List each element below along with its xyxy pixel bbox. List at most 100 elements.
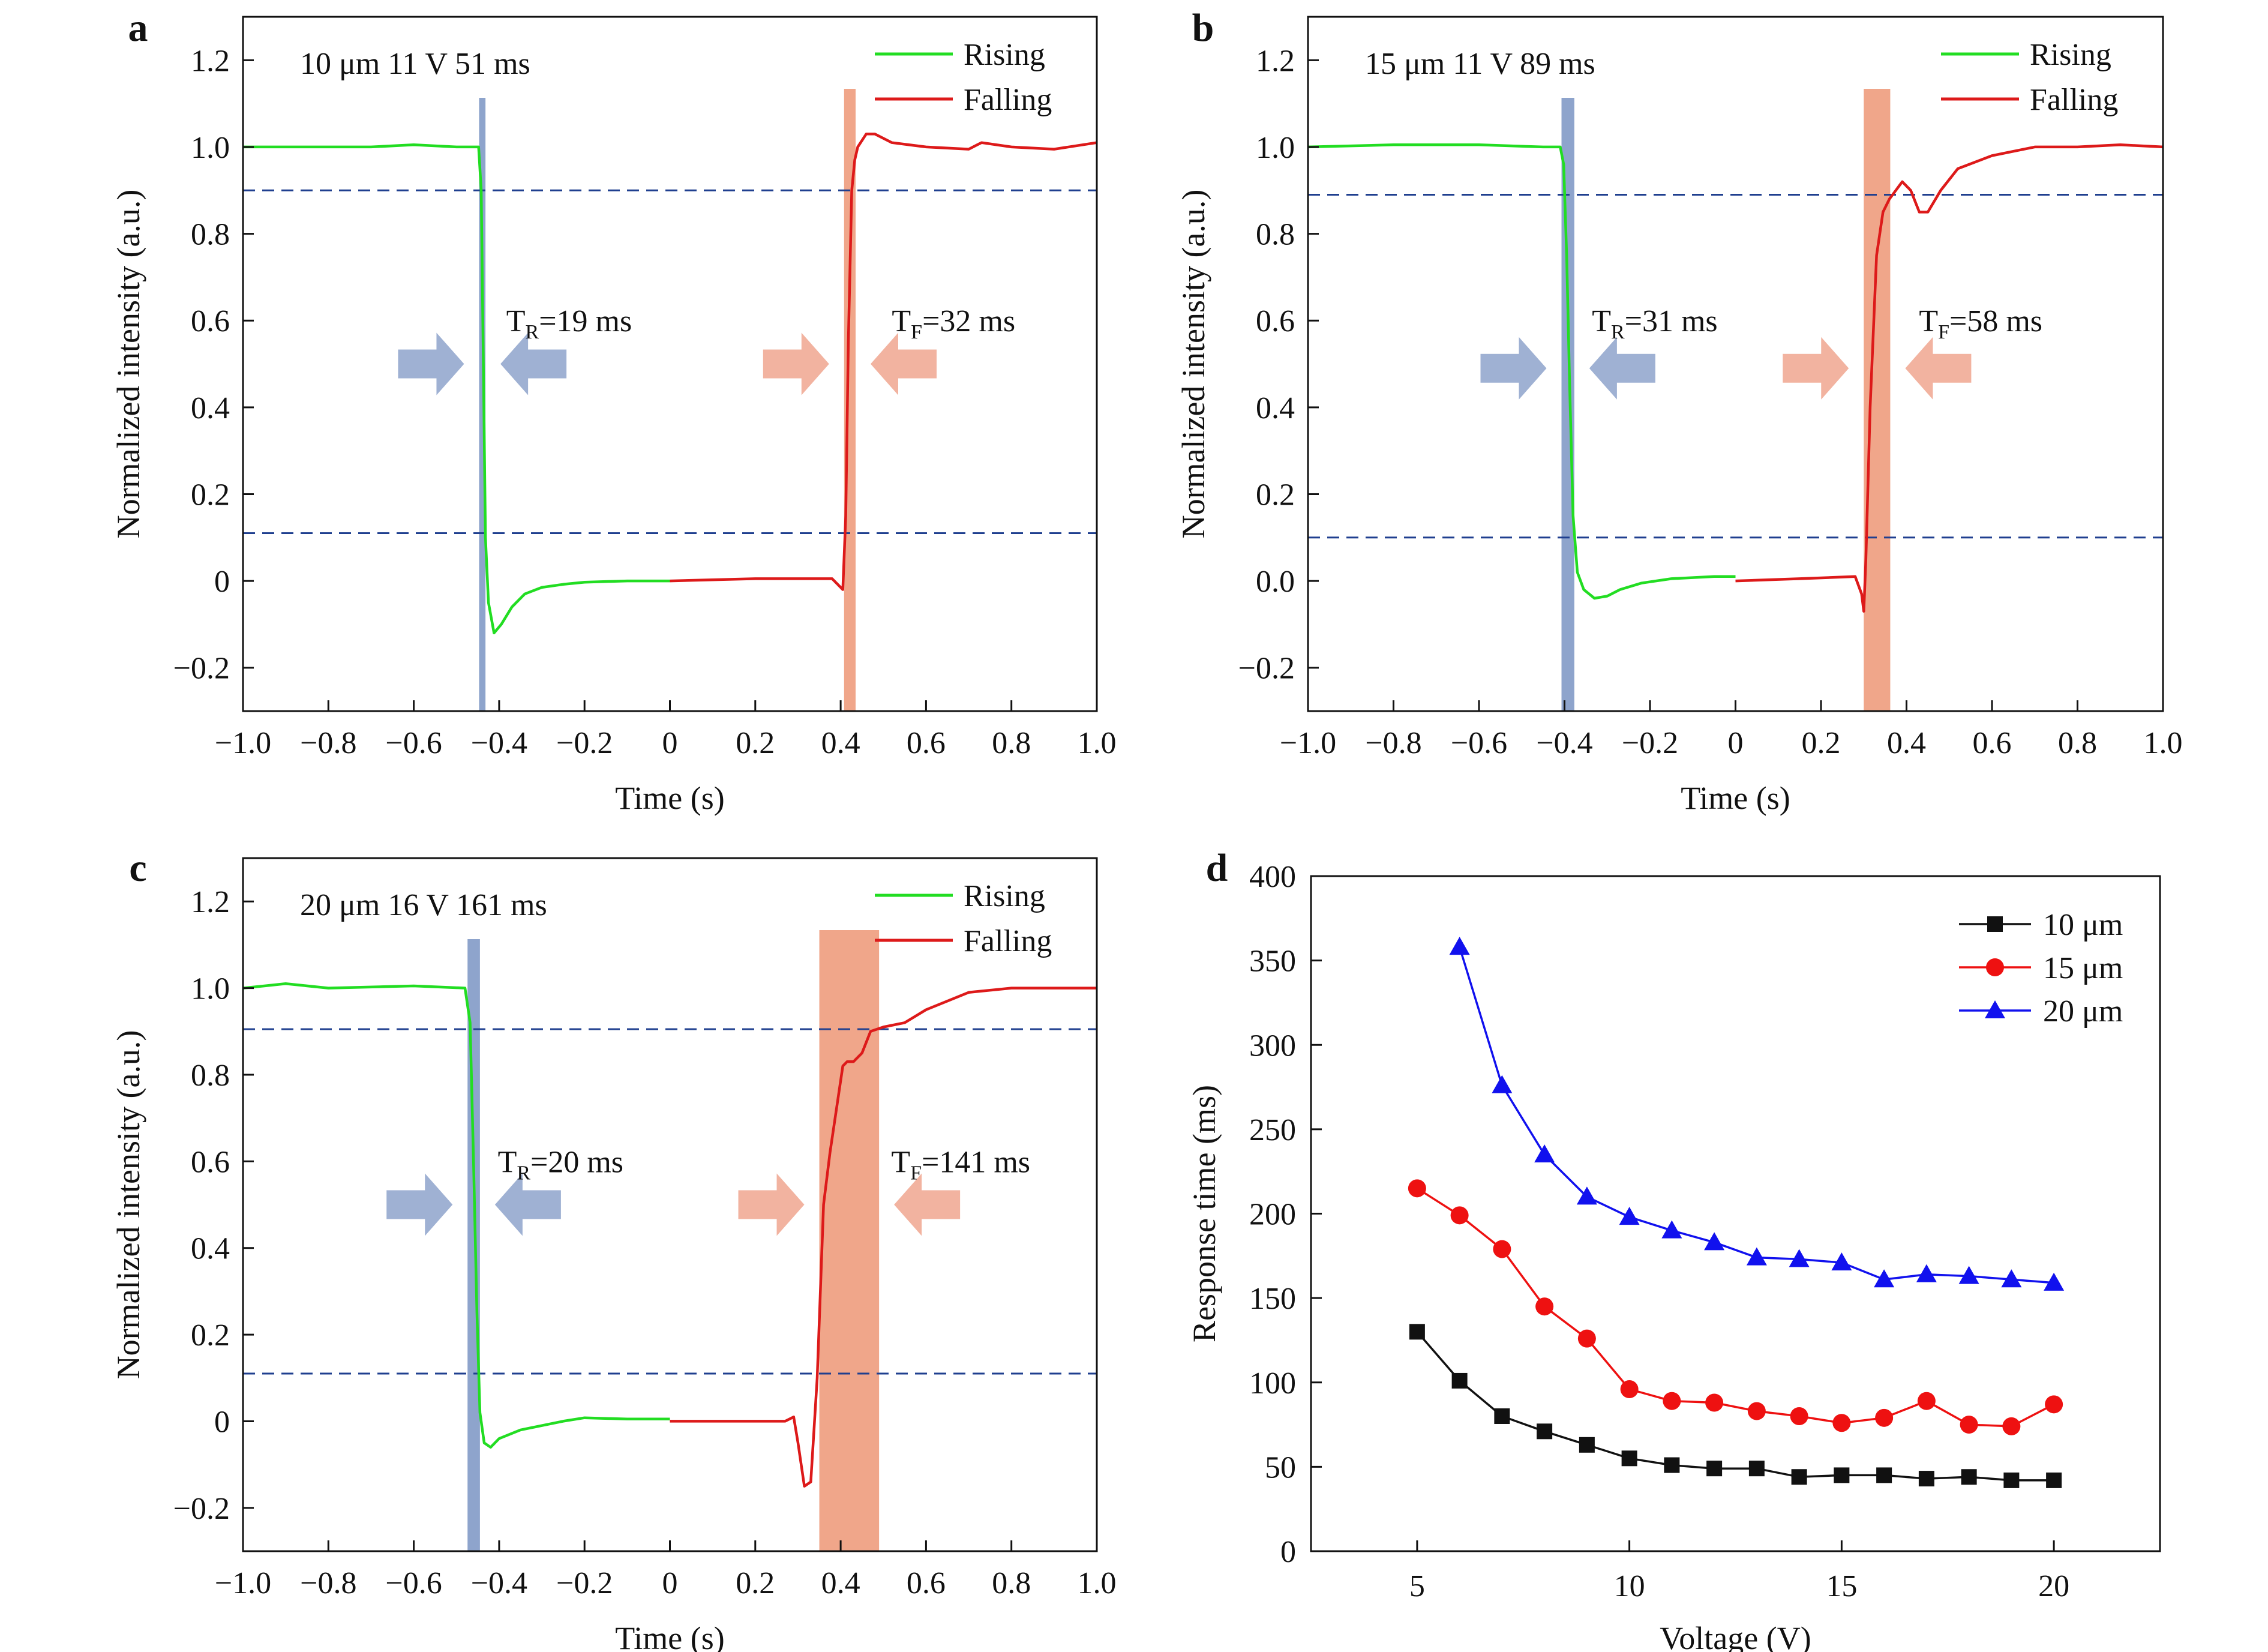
data-point	[1876, 1467, 1892, 1483]
x-axis-label: Time (s)	[1681, 780, 1790, 816]
data-point	[1577, 1329, 1596, 1348]
y-tick-label: 1.0	[1256, 131, 1295, 165]
x-tick-label: 0.8	[2058, 726, 2097, 760]
y-tick-label: 1.0	[191, 972, 230, 1006]
y-tick-label: 100	[1249, 1366, 1296, 1401]
plot-frame	[242, 857, 1098, 1552]
y-tick-label: −0.2	[1238, 652, 1295, 686]
series-line-20um	[1458, 946, 2054, 1284]
x-tick-label: 0.4	[1887, 726, 1926, 760]
x-tick-label: 0	[662, 726, 678, 760]
rise-time-label: TR=31 ms	[1592, 304, 1717, 343]
data-point	[1704, 1232, 1725, 1251]
fall-arrow-left-icon	[871, 332, 937, 395]
y-tick-label: 0	[1280, 1535, 1296, 1569]
y-tick-label: 0.6	[191, 1145, 230, 1179]
data-point	[1831, 1252, 1852, 1271]
rising-time-band	[479, 98, 486, 711]
series-line-falling	[670, 132, 1097, 591]
y-tick-label: 0.8	[191, 1059, 230, 1093]
legend-label: 15 μm	[2043, 951, 2123, 985]
data-point	[1537, 1423, 1553, 1440]
data-point	[2001, 1269, 2022, 1288]
data-point	[1916, 1264, 1937, 1282]
data-point	[1960, 1416, 1978, 1434]
y-tick-label: −0.2	[173, 1492, 230, 1526]
x-tick-label: −0.8	[1365, 726, 1421, 760]
series-line-falling	[1735, 143, 2164, 613]
series-line-falling	[670, 987, 1097, 1488]
legend-label-rising: Rising	[964, 879, 1045, 913]
y-tick-label: 0.2	[191, 1318, 230, 1353]
y-tick-label: 1.2	[191, 885, 230, 919]
x-tick-label: 0.4	[821, 1566, 860, 1600]
legend-label-falling: Falling	[964, 83, 1052, 117]
plot-frame	[242, 16, 1098, 712]
data-point	[2044, 1272, 2065, 1291]
falling-time-band	[844, 89, 856, 711]
legend-label-falling: Falling	[2030, 83, 2118, 117]
data-point	[1834, 1467, 1850, 1483]
x-tick-label: 5	[1409, 1569, 1425, 1603]
y-tick-label: 300	[1249, 1029, 1296, 1063]
legend-marker	[1985, 1000, 2005, 1018]
legend-marker	[1986, 958, 2004, 976]
x-tick-label: 1.0	[1078, 1566, 1117, 1600]
x-tick-label: 0.2	[736, 1566, 775, 1600]
x-tick-label: 20	[2038, 1569, 2069, 1603]
x-tick-label: −0.6	[1451, 726, 1507, 760]
panel-letter: d	[1206, 846, 1228, 890]
y-tick-label: 0.2	[191, 478, 230, 512]
data-point	[1747, 1402, 1766, 1420]
data-point	[1449, 937, 1470, 955]
fall-arrow-right-icon	[1783, 337, 1849, 400]
rise-arrow-right-icon	[398, 332, 464, 395]
data-point	[1832, 1414, 1851, 1432]
data-point	[1664, 1457, 1680, 1473]
data-point	[1450, 1206, 1469, 1225]
data-point	[1917, 1392, 1936, 1410]
x-tick-label: 15	[1826, 1569, 1857, 1603]
fall-arrow-left-icon	[894, 1173, 961, 1236]
data-point	[2003, 1472, 2020, 1488]
y-tick-label: 0.4	[1256, 391, 1295, 425]
data-point	[1576, 1186, 1597, 1205]
data-point	[1958, 1266, 1979, 1284]
falling-time-band	[819, 930, 880, 1551]
legend-marker	[1987, 916, 2003, 932]
panel-b: −1.0 −0.8 −0.6 −0.4 −0.2 0 0.2 0.4 0.6 0.8 1.0 −0.2…	[1175, 6, 2183, 816]
panel-letter: a	[128, 6, 148, 50]
rise-arrow-left-icon	[494, 1173, 561, 1236]
condition-annotation: 15 μm 11 V 89 ms	[1365, 47, 1595, 81]
data-point	[1535, 1297, 1554, 1316]
series-line-rising	[1307, 143, 1736, 600]
rise-arrow-right-icon	[1480, 337, 1547, 400]
x-tick-label: −1.0	[215, 1566, 271, 1600]
x-tick-label: 1.0	[1078, 726, 1117, 760]
x-tick-label: −0.4	[471, 1566, 527, 1600]
data-point	[1706, 1461, 1723, 1477]
data-point	[1874, 1269, 1895, 1288]
series-line-rising	[243, 143, 670, 635]
data-point	[2045, 1395, 2063, 1414]
y-tick-label: 150	[1249, 1282, 1296, 1316]
x-tick-label: −0.6	[385, 726, 442, 760]
data-point	[2002, 1417, 2021, 1435]
x-tick-label: 0.6	[1973, 726, 2012, 760]
x-tick-label: −0.8	[300, 726, 356, 760]
data-point	[1451, 1372, 1468, 1389]
data-point	[1663, 1392, 1681, 1410]
condition-annotation: 20 μm 16 V 161 ms	[300, 888, 547, 922]
data-point	[1961, 1469, 1977, 1485]
y-tick-label: 0	[214, 1405, 230, 1439]
plot-frame	[1310, 875, 2161, 1552]
rise-arrow-left-icon	[1589, 337, 1655, 400]
panel-letter: c	[129, 846, 146, 890]
x-tick-label: −0.4	[1536, 726, 1592, 760]
data-point	[1705, 1393, 1724, 1412]
data-point	[1619, 1207, 1640, 1225]
y-axis-label: Response time (ms)	[1186, 1085, 1222, 1342]
x-tick-label: 0.8	[992, 1566, 1031, 1600]
fall-time-label: TF=141 ms	[891, 1145, 1030, 1184]
series-line-10um	[1416, 1331, 2054, 1482]
